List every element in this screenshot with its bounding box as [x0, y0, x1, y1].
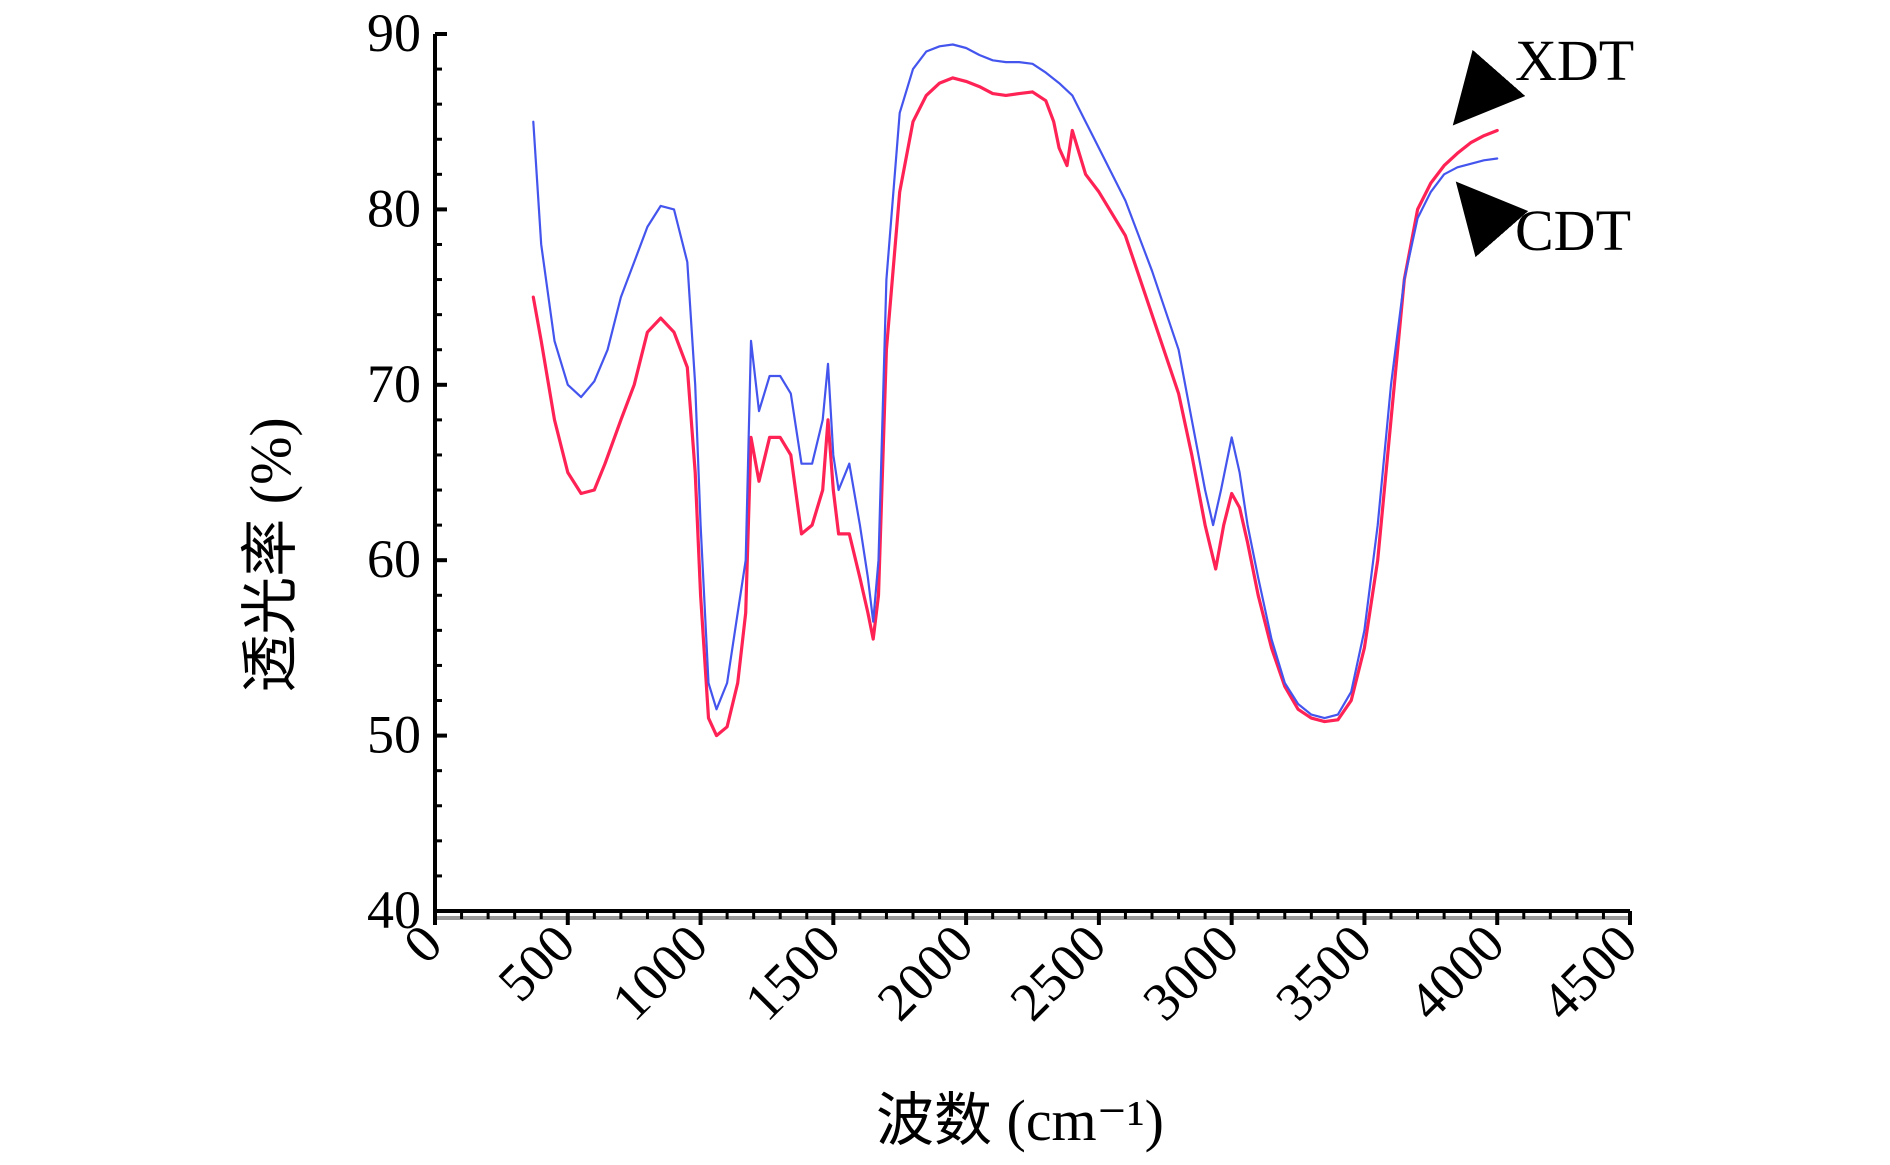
x-tick-label: 1500 — [733, 913, 852, 1032]
y-ticks: 40 50 60 70 80 90 — [367, 3, 447, 940]
y-tick-label: 80 — [367, 178, 421, 238]
x-tick-label: 0 — [392, 913, 454, 975]
y-tick-label: 90 — [367, 3, 421, 63]
x-tick-label: 1000 — [600, 913, 719, 1032]
x-tick-label: 4500 — [1530, 913, 1649, 1032]
y-axis-title: 透光率 (%) — [238, 417, 303, 692]
x-tick-label: 3500 — [1264, 913, 1383, 1032]
x-tick-label: 3000 — [1131, 913, 1250, 1032]
x-ticks: 0 500 1000 1500 2000 2500 3000 3500 4000 4500 — [392, 911, 1649, 1032]
cdt-annotation-arrow — [1455, 181, 1529, 258]
x-tick-label: 2500 — [999, 913, 1118, 1032]
y-tick-label: 50 — [367, 705, 421, 765]
xdt-annotation-arrow — [1452, 49, 1526, 126]
series-line-cdt — [532, 43, 1499, 720]
series-group — [531, 43, 1499, 738]
cdt-annotation-label: CDT — [1515, 198, 1631, 263]
xdt-annotation-label: XDT — [1515, 28, 1634, 93]
x-tick-label: 4000 — [1397, 913, 1516, 1032]
x-axis-title: 波数 (cm⁻¹) — [876, 1088, 1164, 1153]
series-line-xdt — [531, 76, 1499, 738]
x-tick-label: 500 — [487, 913, 587, 1013]
x-tick-label: 2000 — [866, 913, 985, 1032]
y-tick-label: 60 — [367, 529, 421, 589]
y-tick-label: 40 — [367, 880, 421, 940]
y-tick-label: 70 — [367, 354, 421, 414]
